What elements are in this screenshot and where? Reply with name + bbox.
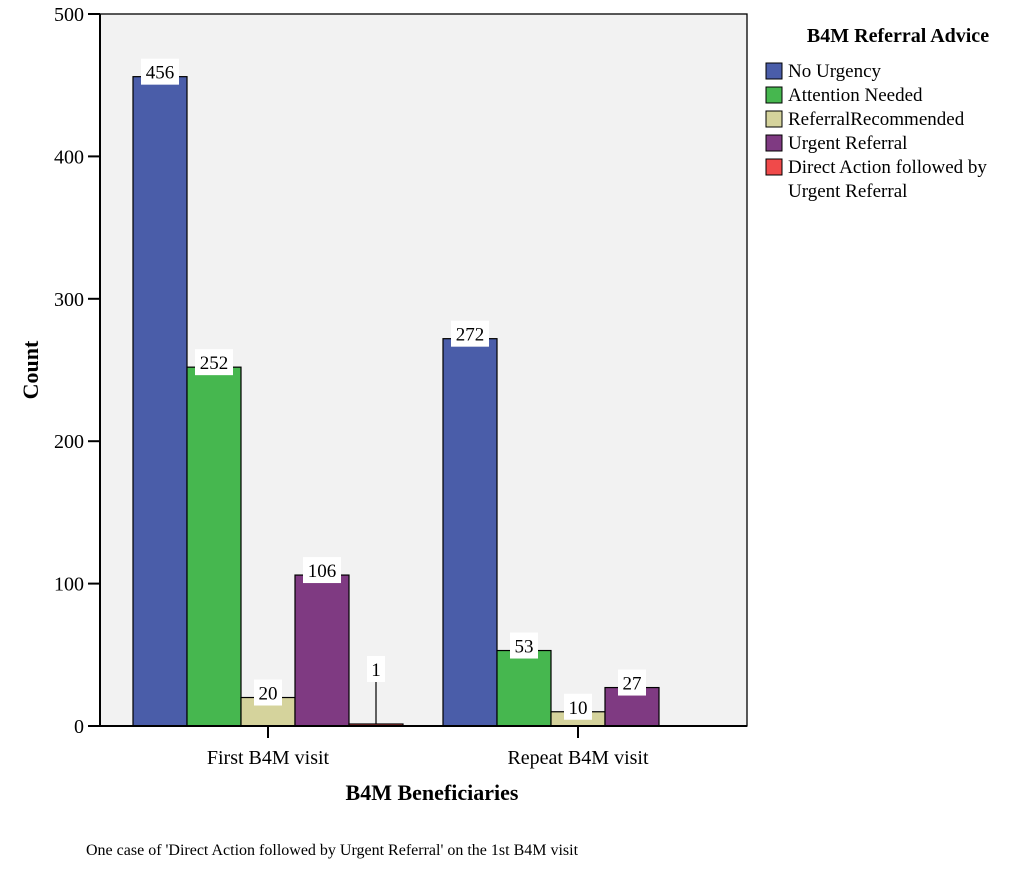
y-tick-label-300: 300 xyxy=(54,289,84,311)
y-tick-label-100: 100 xyxy=(54,574,84,596)
y-tick-label-400: 400 xyxy=(54,146,84,168)
x-axis: First B4M visit Repeat B4M visit xyxy=(100,725,747,769)
data-label-bg-repeat-b4m-visit-referralrecommended xyxy=(564,693,592,720)
bar-first-b4m-visit-urgent-referral xyxy=(294,574,350,727)
bar-repeat-b4m-visit-no-urgency xyxy=(442,338,498,727)
y-tick-label-0: 0 xyxy=(74,716,84,738)
data-label-repeat-b4m-visit-urgent-referral: 27 xyxy=(623,674,642,695)
data-label-bg-repeat-b4m-visit-urgent-referral xyxy=(618,669,646,696)
legend: B4M Referral Advice No Urgency Attention … xyxy=(765,25,989,202)
footnote: One case of 'Direct Action followed by U… xyxy=(86,842,579,859)
legend-swatch-referralrecommended xyxy=(765,110,783,128)
data-label-first-b4m-visit-no-urgency: 456 xyxy=(146,63,175,84)
legend-label-no-urgency: No Urgency xyxy=(788,61,882,82)
data-label-first-b4m-visit-referralrecommended: 20 xyxy=(259,684,278,705)
y-axis-title: Count xyxy=(18,340,43,399)
legend-label-referralrecommended: ReferralRecommended xyxy=(788,109,965,130)
x-tick-label-first-b4m-visit: First B4M visit xyxy=(207,747,330,769)
data-label-first-b4m-visit-direct-action-followed-by-urgent-referral: 1 xyxy=(371,660,381,681)
legend-swatch-attention-needed xyxy=(765,86,783,104)
data-label-first-b4m-visit-urgent-referral: 106 xyxy=(308,561,337,582)
data-label-repeat-b4m-visit-attention-needed: 53 xyxy=(515,637,534,658)
bar-repeat-b4m-visit-attention-needed xyxy=(496,649,552,727)
bar-first-b4m-visit-attention-needed xyxy=(186,366,242,727)
data-label-bg-repeat-b4m-visit-no-urgency xyxy=(451,320,489,347)
y-tick-label-500: 500 xyxy=(54,4,84,26)
legend-title: B4M Referral Advice xyxy=(807,25,989,47)
data-label-bg-first-b4m-visit-urgent-referral xyxy=(303,557,341,584)
data-label-repeat-b4m-visit-referralrecommended: 10 xyxy=(569,698,588,719)
x-tick-label-repeat-b4m-visit: Repeat B4M visit xyxy=(507,747,649,769)
bar-first-b4m-visit-no-urgency xyxy=(132,76,188,727)
data-label-repeat-b4m-visit-no-urgency: 272 xyxy=(456,325,485,346)
data-label-bg-first-b4m-visit-direct-action-followed-by-urgent-referral xyxy=(367,656,385,682)
legend-swatch-no-urgency xyxy=(765,62,783,80)
legend-label-direct-action-followed-by-urgent-referral: Direct Action followed by Urgent Referral xyxy=(788,157,987,202)
y-axis: 0 100 200 300 400 500 xyxy=(54,4,101,738)
data-label-first-b4m-visit-attention-needed: 252 xyxy=(200,353,229,374)
legend-swatch-urgent-referral xyxy=(765,134,783,152)
legend-swatch-direct-action-followed-by-urgent-referral xyxy=(765,158,783,176)
data-label-bg-first-b4m-visit-referralrecommended xyxy=(254,679,282,706)
data-labels-group: 456 252 20 106 1 272 53 10 27 xyxy=(141,58,646,724)
data-label-bg-first-b4m-visit-attention-needed xyxy=(195,349,233,376)
x-axis-title: B4M Beneficiaries xyxy=(346,780,519,805)
legend-label-attention-needed: Attention Needed xyxy=(788,85,923,106)
legend-label-urgent-referral: Urgent Referral xyxy=(788,133,907,154)
y-tick-label-200: 200 xyxy=(54,431,84,453)
data-label-bg-first-b4m-visit-no-urgency xyxy=(141,58,179,85)
data-label-bg-repeat-b4m-visit-attention-needed xyxy=(510,632,538,659)
